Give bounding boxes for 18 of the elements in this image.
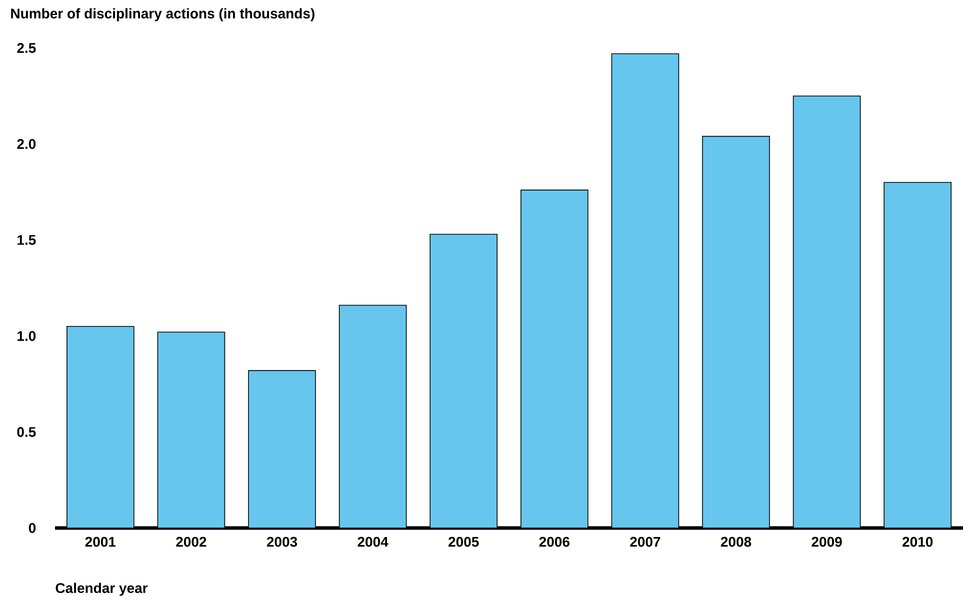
x-tick-label: 2009 [812,536,842,547]
x-tick-label: 2003 [266,536,298,547]
x-tick-label: 2002 [176,536,206,547]
x-tick-label: 2006 [539,536,570,547]
y-tick-label: 0.5 [17,427,36,437]
x-tick-label: 2007 [630,536,660,547]
y-tick-label: 2.5 [17,43,36,53]
x-tick-label: 2010 [902,536,933,547]
y-tick-label: 1.5 [18,235,36,245]
x-tick-label: 2004 [358,536,388,547]
y-axis-title: Number of disciplinary actions (in thousands) [11,8,314,22]
x-axis-title: Calendar year [56,582,148,596]
x-tick-label: 2008 [720,536,752,547]
y-tick-label: 2.0 [17,139,36,149]
y-tick-label: 0 [28,523,36,533]
x-tick-label: 2005 [448,536,479,547]
y-tick-label: 1.0 [18,331,36,341]
x-tick-label: 2001 [85,536,116,547]
